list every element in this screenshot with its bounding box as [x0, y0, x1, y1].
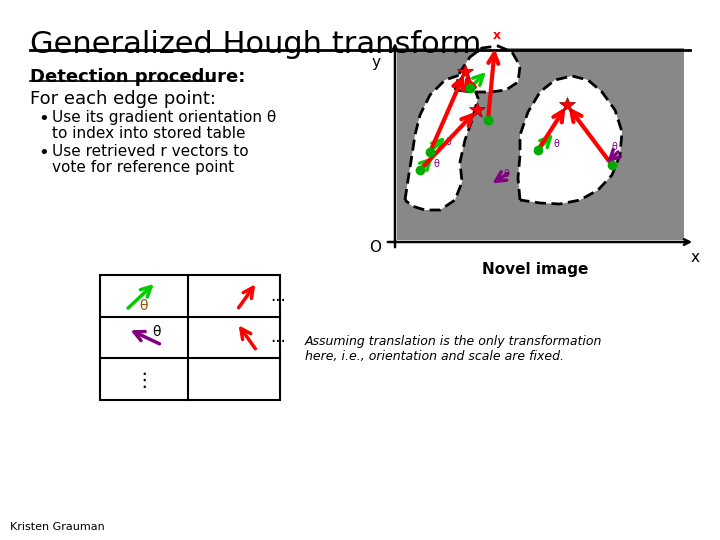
Text: ...: ... [270, 287, 286, 305]
Text: θ: θ [504, 169, 510, 179]
Text: ⋮: ⋮ [134, 370, 154, 389]
Text: θ: θ [554, 139, 560, 149]
Polygon shape [518, 76, 622, 204]
Text: Kristen Grauman: Kristen Grauman [10, 522, 104, 532]
Text: Generalized Hough transform: Generalized Hough transform [30, 30, 482, 59]
Text: •: • [38, 144, 49, 162]
Text: For each edge point:: For each edge point: [30, 90, 216, 108]
Text: •: • [38, 110, 49, 128]
Text: Novel image: Novel image [482, 262, 588, 277]
Polygon shape [455, 46, 520, 92]
Text: θ: θ [152, 325, 161, 339]
Text: Assuming translation is the only transformation
here, i.e., orientation and scal: Assuming translation is the only transfo… [305, 335, 603, 363]
Text: ...: ... [270, 328, 286, 346]
Text: θ: θ [612, 142, 618, 152]
Text: to index into stored table: to index into stored table [52, 126, 246, 141]
Text: O: O [369, 240, 381, 255]
Text: θ: θ [139, 299, 148, 313]
Bar [100, 275, 280, 400]
Polygon shape [405, 75, 478, 210]
Text: x: x [691, 250, 700, 265]
Text: θ: θ [445, 137, 451, 147]
Bar [397, 48, 684, 240]
Text: y: y [372, 55, 381, 70]
Text: Detection procedure:: Detection procedure: [30, 68, 246, 86]
Text: vote for reference point: vote for reference point [52, 160, 234, 175]
Text: θ: θ [433, 159, 439, 169]
Text: x: x [493, 29, 501, 42]
Text: Use its gradient orientation θ: Use its gradient orientation θ [52, 110, 276, 125]
Text: Use retrieved r vectors to: Use retrieved r vectors to [52, 144, 248, 159]
